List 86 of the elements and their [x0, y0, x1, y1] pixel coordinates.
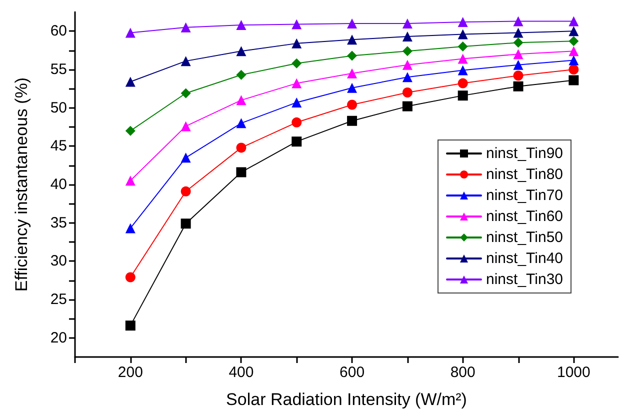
x-tick-label: 1000	[556, 364, 590, 381]
point	[292, 19, 302, 30]
legend-label: ninst_Tin80	[486, 166, 564, 183]
point	[458, 42, 468, 52]
point	[568, 36, 579, 46]
point	[125, 76, 136, 87]
y-tick-label: 60	[50, 22, 67, 40]
point	[236, 118, 246, 128]
point	[292, 38, 302, 48]
point	[568, 64, 579, 74]
point	[347, 116, 358, 126]
y-tick-label: 25	[50, 291, 67, 308]
point	[236, 142, 246, 153]
point	[568, 75, 579, 86]
legend-label: ninst_Tin60	[486, 208, 564, 225]
point	[568, 26, 579, 36]
point	[236, 20, 246, 30]
point	[125, 28, 136, 38]
point	[568, 46, 579, 56]
point	[347, 68, 358, 78]
point	[125, 272, 136, 282]
point	[347, 82, 358, 93]
y-tick-label: 20	[50, 329, 67, 346]
y-tick-label: 50	[50, 99, 67, 116]
x-tick-label: 200	[118, 364, 143, 381]
point	[513, 81, 524, 92]
point	[125, 223, 136, 234]
point	[180, 186, 191, 196]
point	[180, 218, 191, 229]
point	[458, 65, 468, 76]
point	[347, 18, 358, 28]
point	[347, 100, 358, 110]
point	[292, 78, 302, 88]
point	[458, 16, 468, 27]
legend-label: ninst_Tin30	[486, 271, 564, 288]
point	[292, 97, 302, 108]
y-axis-title: Efficiency instantaneous (%)	[12, 77, 31, 292]
x-tick-label: 600	[340, 364, 365, 381]
point	[125, 126, 136, 136]
point	[236, 95, 246, 106]
point	[347, 34, 358, 45]
x-tick-label: 800	[450, 364, 476, 381]
point	[402, 18, 412, 28]
point	[180, 121, 191, 132]
point	[347, 50, 358, 61]
point	[180, 152, 191, 163]
y-tick-label: 40	[50, 176, 67, 193]
point	[292, 58, 302, 68]
point	[236, 70, 246, 80]
point	[568, 16, 579, 26]
point	[458, 54, 468, 64]
point	[402, 60, 412, 70]
point	[513, 70, 524, 81]
point	[568, 55, 579, 66]
point	[180, 56, 191, 66]
point	[402, 101, 412, 112]
point	[292, 117, 302, 128]
legend-label: ninst_Tin40	[486, 250, 564, 267]
y-tick-label: 45	[50, 138, 67, 155]
point	[513, 16, 524, 26]
point	[125, 320, 136, 331]
point	[402, 46, 412, 56]
legend-label: ninst_Tin70	[486, 187, 564, 204]
point	[513, 49, 524, 60]
y-tick-label: 35	[50, 214, 67, 232]
point	[513, 60, 524, 70]
point	[402, 32, 412, 42]
legend-label: ninst_Tin50	[486, 229, 564, 246]
legend-label: ninst_Tin90	[486, 145, 564, 162]
point	[458, 90, 468, 101]
point	[402, 88, 412, 98]
point	[180, 88, 191, 98]
point	[292, 136, 302, 147]
point	[458, 29, 468, 40]
x-tick-label: 400	[228, 364, 254, 381]
x-axis-title: Solar Radiation Intensity (W/m²)	[226, 390, 467, 409]
point	[513, 38, 524, 48]
point	[402, 72, 412, 82]
point	[180, 22, 191, 32]
point	[236, 46, 246, 56]
point	[513, 28, 524, 38]
point	[458, 78, 468, 88]
point	[125, 176, 136, 186]
y-tick-label: 55	[50, 61, 67, 78]
point	[236, 167, 246, 178]
y-tick-label: 30	[50, 252, 67, 270]
